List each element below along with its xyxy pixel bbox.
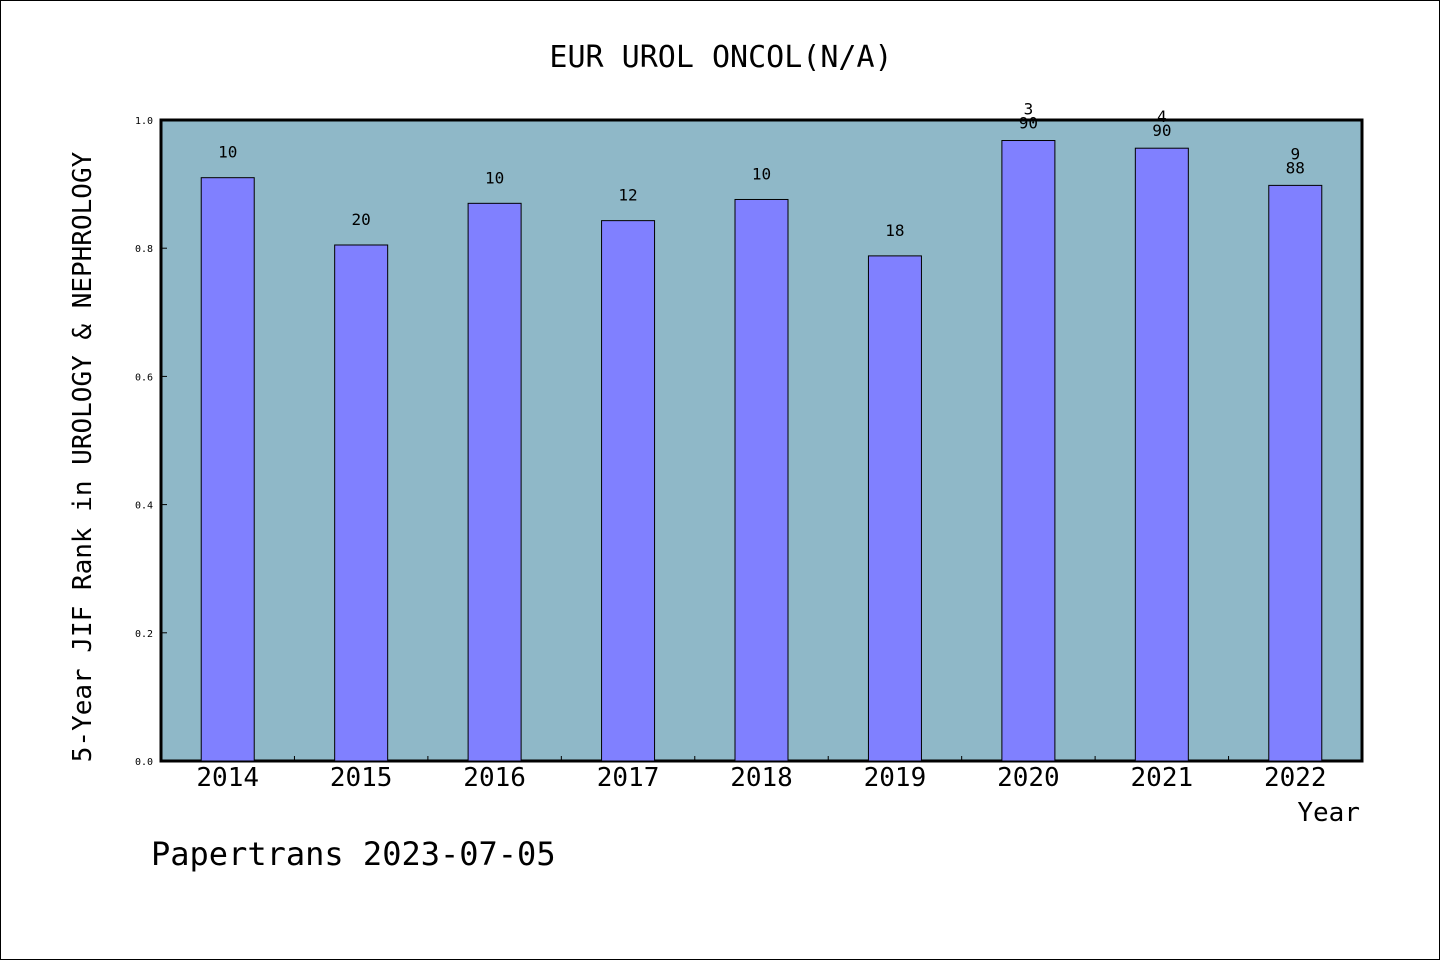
x-tick-label-2022: 2022 — [1264, 763, 1327, 793]
bar-label-2022-0: 9 — [1290, 144, 1300, 163]
y-tick-label-0.8: 0.8 — [135, 244, 153, 255]
bar-label-2021-1: 90 — [1152, 121, 1171, 140]
y-tick-label-0.0: 0.0 — [135, 757, 153, 768]
y-tick-label-0.4: 0.4 — [135, 501, 153, 512]
x-tick-label-2018: 2018 — [730, 763, 793, 793]
bar-label-2018: 10 — [752, 164, 771, 183]
footer-text: Papertrans 2023-07-05 — [151, 835, 556, 873]
bars-group — [200, 140, 1323, 762]
y-tick-label-1.0: 1.0 — [135, 116, 153, 127]
x-tick-label-2016: 2016 — [463, 763, 526, 793]
bar-2016 — [467, 202, 522, 762]
y-tick-label-0.2: 0.2 — [135, 629, 153, 640]
x-tick-label-2015: 2015 — [330, 763, 393, 793]
bar-2017 — [601, 220, 656, 762]
x-tick-label-2021: 2021 — [1131, 763, 1194, 793]
bar-label-2015: 20 — [352, 210, 371, 229]
bar-label-2014: 10 — [218, 143, 237, 162]
bar-2022 — [1268, 184, 1323, 762]
bar-label-2017: 12 — [618, 186, 637, 205]
y-axis-ticks: 0.0 0.2 0.4 0.6 0.8 1.0 — [135, 116, 167, 768]
x-tick-label-2020: 2020 — [997, 763, 1060, 793]
chart-title: EUR UROL ONCOL(N/A) — [549, 40, 892, 75]
bar-label-2020-1: 90 — [1019, 114, 1038, 133]
x-tick-label-2014: 2014 — [196, 763, 259, 793]
x-tick-label-2019: 2019 — [864, 763, 927, 793]
bar-2020 — [1001, 140, 1056, 762]
bar-2014 — [200, 177, 255, 762]
y-axis-label: 5-Year JIF Rank in UROLOGY & NEPHROLOGY — [68, 151, 98, 762]
bar-label-2016: 10 — [485, 168, 504, 187]
bar-label-2019: 18 — [885, 221, 904, 240]
bar-label-2022-1: 88 — [1286, 158, 1305, 177]
x-axis-ticks: 2014 2015 2016 2017 2018 2019 2020 2021 2022 — [196, 756, 1327, 793]
y-tick-label-0.6: 0.6 — [135, 372, 153, 383]
bar-2015 — [334, 244, 389, 762]
bar-2021 — [1134, 147, 1189, 762]
bar-label-2021-0: 4 — [1157, 107, 1167, 126]
bar-2019 — [867, 255, 922, 762]
x-tick-label-2017: 2017 — [597, 763, 660, 793]
bar-2018 — [734, 198, 789, 762]
bar-label-2020-0: 3 — [1024, 100, 1034, 119]
x-axis-label: Year — [1297, 798, 1360, 828]
